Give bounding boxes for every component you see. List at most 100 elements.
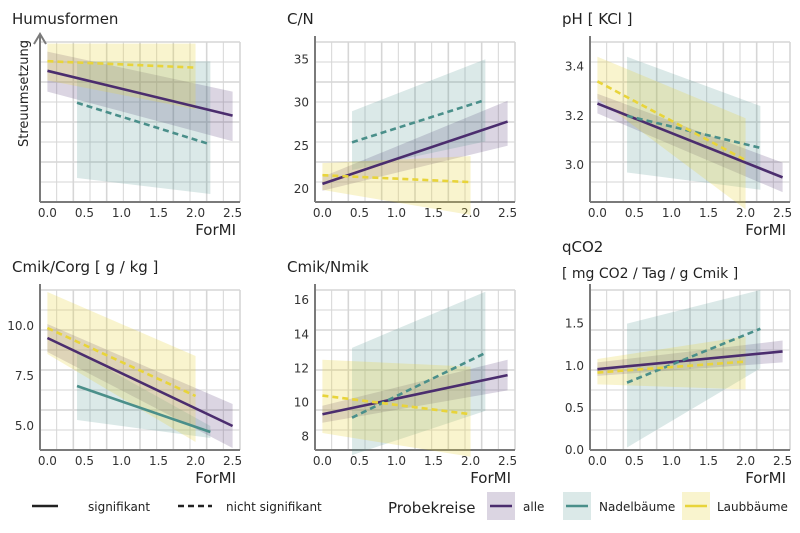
line-nadel [351,351,486,419]
y-tick-label: 20 [294,182,309,196]
x-tick-label: 1.0 [662,206,681,220]
line-laub [46,326,197,398]
x-tick-label: 1.5 [424,454,443,468]
legend: signifikant nicht signifikant Probekreis… [32,492,788,520]
y-tick-label: 1.5 [565,317,584,331]
x-tick-label: 2.5 [773,454,792,468]
legend-alle-label: alle [523,500,544,514]
line-nadel [351,98,486,144]
y-tick-label: 30 [294,96,309,110]
band-alle [322,359,508,423]
legend-nadel-label: Nadelbäume [599,500,675,514]
band-nadel [352,59,486,170]
x-tick-label: 2.0 [736,206,755,220]
x-tick-label: 1.5 [699,454,718,468]
x-tick-label: 0.0 [588,206,607,220]
x-tick-label: 2.0 [736,454,755,468]
y-tick-label: 7.5 [15,369,34,383]
y-tick-label: 3.2 [565,109,584,123]
band-nadel [77,352,211,438]
x-axis-label: ForMI [745,469,786,487]
x-tick-label: 0.5 [625,206,644,220]
line-laub [596,80,747,162]
x-tick-label: 0.0 [588,454,607,468]
y-tick-label: 14 [294,327,309,341]
legend-solid-label: signifikant [88,500,150,514]
line-alle [322,373,508,416]
x-tick-label: 0.0 [38,206,57,220]
line-alle [597,350,783,371]
x-tick-label: 1.0 [112,206,131,220]
x-tick-label: 0.0 [313,206,332,220]
y-tick-label: 10 [294,395,309,409]
panel-title: pH [ KCl ] [562,10,632,28]
y-tick-label: 25 [294,139,309,153]
band-alle [597,93,783,193]
panel-3: pH [ KCl ] 0.0 0.5 1.0 1.5 2.0 2.5 3.0 3.2 3.4 For… [562,10,792,239]
x-tick-label: 1.5 [699,206,718,220]
x-tick-label: 2.0 [186,454,205,468]
x-tick-label: 0.0 [38,454,57,468]
panel-title: Cmik/Nmik [287,258,369,276]
line-laub [322,394,471,416]
y-tick-label: 35 [294,52,309,66]
panel-title: Cmik/Corg [ g / kg ] [12,258,158,276]
y-tick-label: 3.4 [565,60,584,74]
line-laub [597,360,746,374]
legend-dashed-label: nicht signifikant [226,500,322,514]
x-tick-label: 2.5 [498,454,517,468]
x-tick-label: 2.5 [498,206,517,220]
y-tick-label: 10.0 [7,319,34,333]
x-axis-label: ForMI [470,469,511,487]
band-laub [322,359,471,457]
band-alle [47,51,233,142]
x-tick-label: 0.5 [350,454,369,468]
x-tick-label: 0.0 [313,454,332,468]
band-nadel [352,291,486,456]
line-nadel [76,384,211,434]
line-laub [322,173,471,184]
y-tick-label: 3.0 [565,158,584,172]
panel-title: qCO2 [562,238,603,256]
band-laub [47,43,196,110]
panel-2: C/N 0.0 0.5 1.0 1.5 2.0 2.5 20 25 30 35 [287,10,517,220]
y-tick-label: 12 [294,361,309,375]
line-alle [47,69,233,117]
x-tick-label: 0.5 [350,206,369,220]
x-tick-label: 1.0 [662,454,681,468]
x-tick-label: 1.5 [149,454,168,468]
line-laub [47,59,196,69]
x-axis-label: ForMI [745,221,786,239]
legend-laub-label: Laubbäume [717,500,788,514]
x-axis-label: ForMI [195,469,236,487]
band-alle [597,340,783,376]
x-tick-label: 1.5 [424,206,443,220]
panel-6: qCO2 [ mg CO2 / Tag / g Cmik ] 0.0 0.5 1.0 1.… [562,238,792,487]
y-tick-label: 16 [294,293,309,307]
panel-title: Humusformen [12,10,118,28]
x-tick-label: 2.0 [186,206,205,220]
band-nadel [77,61,211,195]
y-tick-label: 8 [301,429,309,443]
x-tick-label: 2.0 [461,206,480,220]
legend-group-title: Probekreise [388,499,476,517]
x-tick-label: 0.5 [75,454,94,468]
line-alle [46,336,234,428]
y-tick-label: 1.0 [565,359,584,373]
y-tick-label: 5.0 [15,419,34,433]
line-nadel [76,101,211,146]
panel-subtitle: [ mg CO2 / Tag / g Cmik ] [562,266,738,282]
panel-5: Cmik/Nmik 0.0 0.5 1.0 1.5 2.0 2.5 8 10 12 14 16 ForM… [287,258,517,487]
x-tick-label: 2.5 [223,454,242,468]
x-tick-label: 2.5 [773,206,792,220]
y-tick-label: 0.0 [565,443,584,457]
x-axis-label: ForMI [195,221,236,239]
panel-4: Cmik/Corg [ g / kg ] 0.0 0.5 1.0 1.5 2.0 2.5 5.… [7,258,242,487]
x-tick-label: 1.0 [387,454,406,468]
x-tick-label: 1.5 [149,206,168,220]
band-nadel [627,290,761,448]
x-tick-label: 2.5 [223,206,242,220]
